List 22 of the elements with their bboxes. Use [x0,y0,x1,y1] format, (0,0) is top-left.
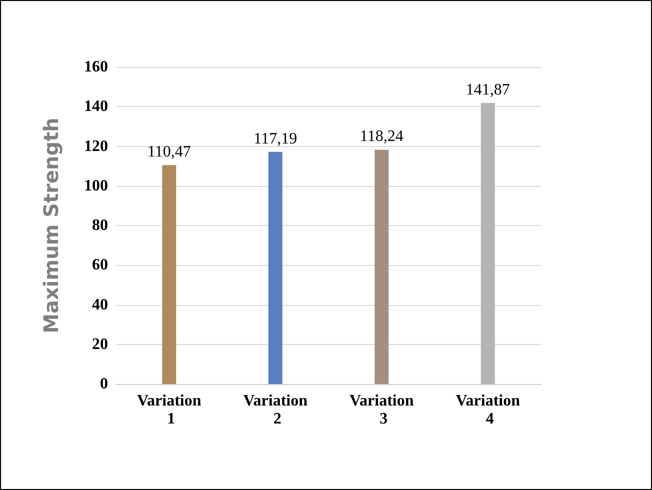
y-tick-label: 160 [84,58,108,76]
y-tick-label: 60 [92,256,108,274]
y-tick-label: 100 [84,177,108,194]
y-tick-label: 120 [84,138,108,155]
y-axis-title: Maximum Strength [39,118,63,334]
x-tick-label: Variation 4 [456,392,520,428]
x-tick-label: Variation 1 [136,392,202,428]
y-tick-label: 20 [92,336,108,353]
bar [162,165,176,384]
data-label: 110,47 [147,144,191,161]
x-tick-label: Variation 3 [349,392,414,428]
y-tick-label: 140 [84,98,108,116]
bar [374,150,389,384]
data-label: 118,24 [360,128,404,146]
y-tick-label: 0 [100,376,108,392]
y-tick-label: 40 [92,296,108,314]
bar [268,152,282,384]
y-tick-label: 80 [92,217,108,234]
x-tick-label: Variation 2 [243,392,308,428]
bar [480,102,495,384]
data-label: 141,87 [466,81,510,98]
data-label: 117,19 [254,130,298,148]
